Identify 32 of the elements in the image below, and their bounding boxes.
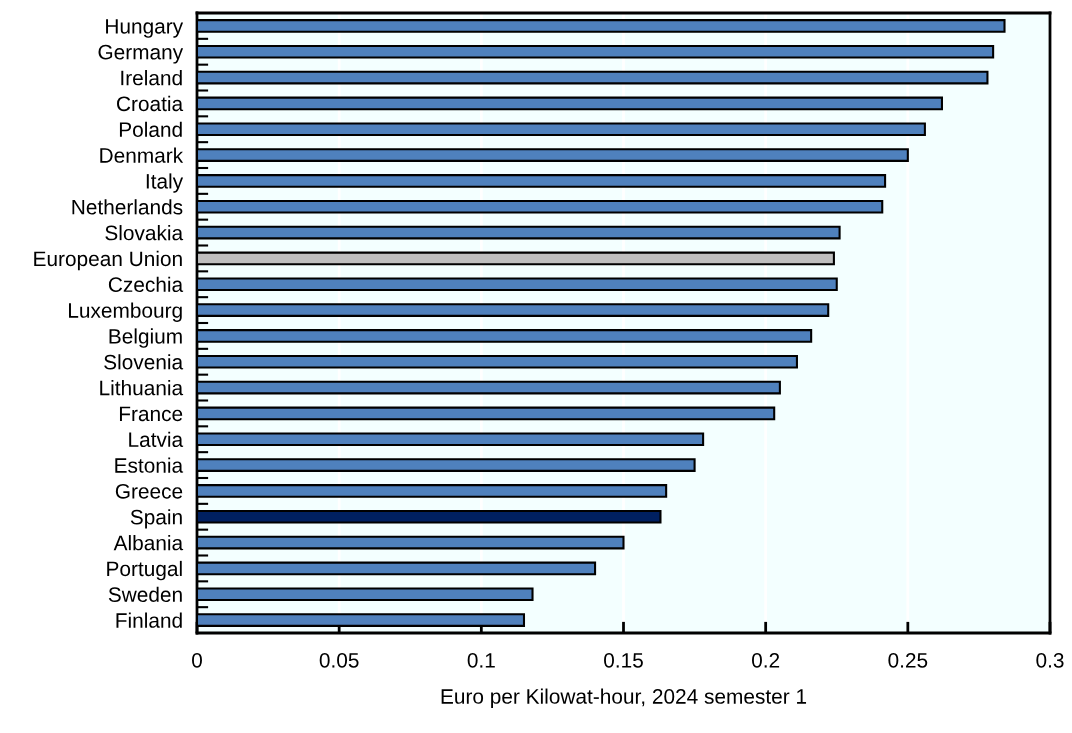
y-tick-label: Netherlands xyxy=(72,199,183,215)
x-tick-label: 0.1 xyxy=(467,652,495,668)
y-tick-label: Slovakia xyxy=(105,225,184,241)
x-tick-label: 0.25 xyxy=(888,652,928,668)
y-tick-label: Italy xyxy=(146,173,184,193)
y-tick-label: Latvia xyxy=(129,431,184,447)
y-tick-label: Sweden xyxy=(108,586,182,602)
x-axis-title: Euro per Kilowat-hour, 2024 semester 1 xyxy=(441,688,807,708)
y-tick-label: Estonia xyxy=(115,457,184,473)
y-tick-label: European Union xyxy=(34,250,182,271)
y-tick-label: Denmark xyxy=(100,147,184,163)
y-tick-label: Lithuania xyxy=(100,380,184,396)
y-tick-label: Hungary xyxy=(106,19,184,38)
y-tick-label: Spain xyxy=(130,509,182,529)
x-tick-label: 0.2 xyxy=(752,652,780,668)
x-tick-label: 0 xyxy=(192,652,202,668)
y-tick-label: Slovenia xyxy=(104,354,184,370)
y-tick-label: Ireland xyxy=(121,70,182,86)
x-tick-label: 0.05 xyxy=(319,652,359,668)
y-tick-label: Finland xyxy=(116,612,182,628)
y-tick-label: Portugal xyxy=(107,560,182,581)
y-tick-label: France xyxy=(119,406,183,422)
y-tick-label: Luxembourg xyxy=(69,302,182,322)
x-tick-label: 0.15 xyxy=(604,652,643,668)
y-tick-label: Belgium xyxy=(109,328,182,348)
y-tick-label: Poland xyxy=(119,121,182,137)
y-tick-label: Czechia xyxy=(108,276,184,292)
y-tick-label: Albania xyxy=(113,535,184,551)
x-tick-label: 0.3 xyxy=(1036,652,1064,668)
y-tick-label: Germany xyxy=(98,44,184,64)
y-tick-label: Croatia xyxy=(117,95,184,112)
y-tick-label: Greece xyxy=(115,483,183,499)
